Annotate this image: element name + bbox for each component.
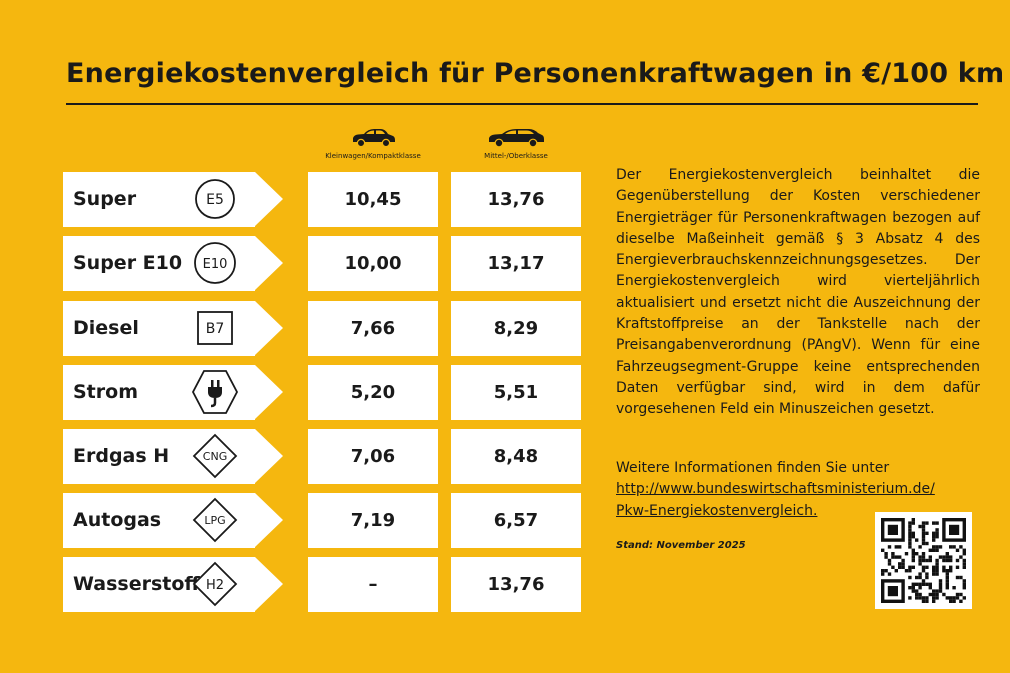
value-small: – xyxy=(308,557,438,612)
small-car-icon xyxy=(353,129,395,148)
column-header-small: Kleinwagen/Kompaktklasse xyxy=(308,128,438,160)
e5-badge-icon: E5 xyxy=(195,179,235,219)
value-large: 8,48 xyxy=(451,429,581,484)
plug-icon xyxy=(191,370,239,414)
fuel-name: Wasserstoff xyxy=(73,573,200,595)
fuel-label-box: Super E10 E10 xyxy=(63,236,255,291)
value-small: 7,06 xyxy=(308,429,438,484)
arrow-tip xyxy=(255,301,283,355)
page-title: Energiekostenvergleich für Personenkraft… xyxy=(66,58,1005,89)
arrow-tip xyxy=(255,365,283,419)
fuel-name: Diesel xyxy=(73,317,139,339)
value-large: 13,76 xyxy=(451,172,581,227)
title-divider xyxy=(66,103,978,105)
value-small: 7,19 xyxy=(308,493,438,548)
arrow-tip xyxy=(255,493,283,547)
fuel-label-box: Super E5 xyxy=(63,172,255,227)
fuel-name: Super xyxy=(73,188,137,210)
fuel-label-box: Wasserstoff H2 xyxy=(63,557,255,612)
fuel-badge-text: E10 xyxy=(203,257,228,272)
value-large: 6,57 xyxy=(451,493,581,548)
ministry-link-line1[interactable]: http://www.bundeswirtschaftsministerium.… xyxy=(616,481,935,498)
value-small: 10,00 xyxy=(308,236,438,291)
cng-badge-icon: CNG xyxy=(192,433,238,479)
more-info-text: Weitere Informationen finden Sie unter xyxy=(616,460,890,476)
value-large: 5,51 xyxy=(451,365,581,420)
value-large: 8,29 xyxy=(451,301,581,356)
arrow-tip xyxy=(255,236,283,290)
lpg-badge-icon: LPG xyxy=(192,497,238,543)
fuel-label-box: Erdgas H CNG xyxy=(63,429,255,484)
value-small: 10,45 xyxy=(308,172,438,227)
column-header-large: Mittel-/Oberklasse xyxy=(451,128,581,160)
fuel-name: Autogas xyxy=(73,509,162,531)
large-car-icon xyxy=(489,129,544,148)
more-info-block: Weitere Informationen finden Sie unter h… xyxy=(616,458,935,522)
qr-code-icon[interactable] xyxy=(875,512,972,609)
column-header-large-label: Mittel-/Oberklasse xyxy=(484,152,548,160)
fuel-badge-text: E5 xyxy=(206,192,224,208)
value-large: 13,17 xyxy=(451,236,581,291)
fuel-badge-text: CNG xyxy=(203,450,227,463)
fuel-name: Strom xyxy=(73,381,138,403)
ministry-link-line2[interactable]: Pkw-Energiekostenvergleich. xyxy=(616,502,818,519)
description-text: Der Energiekostenvergleich beinhaltet di… xyxy=(616,167,980,418)
arrow-tip xyxy=(255,557,283,611)
column-header-small-label: Kleinwagen/Kompaktklasse xyxy=(325,152,421,160)
fuel-label-box: Diesel B7 xyxy=(63,301,255,356)
fuel-name: Erdgas H xyxy=(73,445,170,467)
value-large: 13,76 xyxy=(451,557,581,612)
h2-badge-icon: H2 xyxy=(192,561,238,607)
value-small: 7,66 xyxy=(308,301,438,356)
fuel-badge-text: LPG xyxy=(204,514,225,527)
arrow-tip xyxy=(255,172,283,226)
fuel-name: Super E10 xyxy=(73,252,183,274)
b7-badge-icon: B7 xyxy=(197,311,233,345)
arrow-tip xyxy=(255,429,283,483)
fuel-badge-text: H2 xyxy=(206,578,224,593)
fuel-label-box: Strom xyxy=(63,365,255,420)
fuel-badge-text: B7 xyxy=(206,321,225,337)
stand-date: Stand: November 2025 xyxy=(616,540,746,551)
fuel-label-box: Autogas LPG xyxy=(63,493,255,548)
e10-badge-icon: E10 xyxy=(194,242,236,284)
value-small: 5,20 xyxy=(308,365,438,420)
